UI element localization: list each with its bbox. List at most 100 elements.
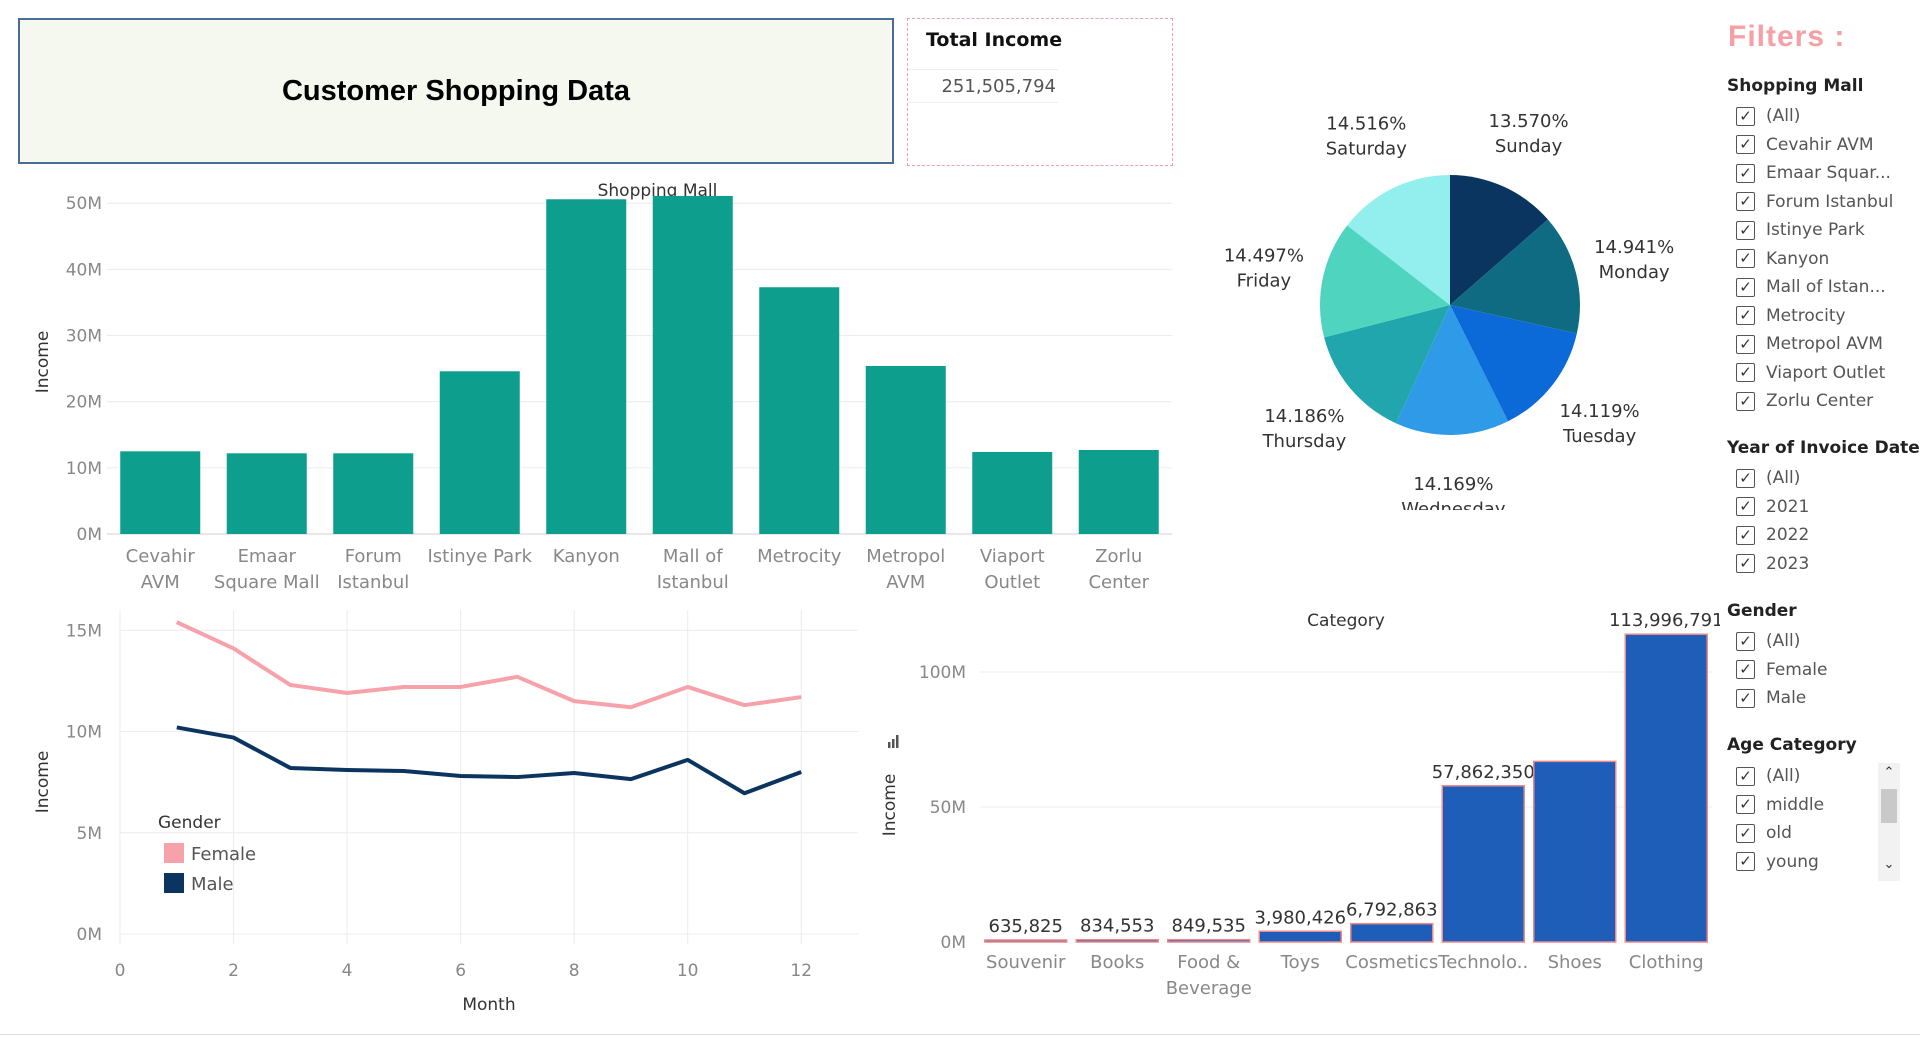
checkbox-checked-icon[interactable]: ✓ bbox=[1736, 192, 1755, 211]
checkbox-checked-icon[interactable]: ✓ bbox=[1736, 468, 1755, 488]
mall-bar bbox=[439, 371, 520, 534]
filter-option[interactable]: ✓ Male bbox=[1736, 685, 1806, 711]
mall-x-tick-label: Emaar bbox=[238, 546, 297, 567]
checkbox-checked-icon[interactable]: ✓ bbox=[1736, 852, 1755, 871]
filter-option[interactable]: ✓ Emaar Squar... bbox=[1736, 160, 1891, 186]
filter-option[interactable]: ✓ Mall of Istan... bbox=[1736, 274, 1886, 300]
category-y-axis-label: Income bbox=[880, 774, 900, 837]
filter-option[interactable]: ✓ Kanyon bbox=[1736, 246, 1829, 272]
pie-slice-label: Tuesday bbox=[1562, 426, 1637, 447]
filter-option[interactable]: ✓ Metropol AVM bbox=[1736, 331, 1883, 357]
pie-slice bbox=[1320, 225, 1450, 338]
filter-option[interactable]: ✓ 2022 bbox=[1736, 522, 1809, 548]
checkbox-checked-icon[interactable]: ✓ bbox=[1736, 823, 1755, 843]
filter-option-label: (All) bbox=[1766, 468, 1801, 488]
category-x-tick-label: Shoes bbox=[1548, 952, 1602, 973]
category-y-tick-label: 50M bbox=[930, 798, 966, 818]
line-x-tick-label: 10 bbox=[677, 961, 699, 981]
mall-x-tick-label: Viaport bbox=[980, 546, 1045, 567]
mall-bar bbox=[865, 365, 946, 534]
line-x-tick-label: 0 bbox=[115, 961, 126, 981]
checkbox-checked-icon[interactable]: ✓ bbox=[1736, 306, 1755, 325]
checkbox-checked-icon[interactable]: ✓ bbox=[1736, 277, 1755, 297]
filter-option[interactable]: ✓ middle bbox=[1736, 792, 1824, 818]
line-x-tick-label: 4 bbox=[342, 961, 353, 981]
filter-heading: Age Category bbox=[1727, 735, 1857, 755]
filter-option-label: 2021 bbox=[1766, 496, 1810, 517]
pie-slice-label: Friday bbox=[1237, 271, 1292, 292]
scroll-up-icon[interactable]: ⌃ bbox=[1883, 765, 1895, 780]
checkbox-checked-icon[interactable]: ✓ bbox=[1736, 525, 1755, 545]
checkbox-checked-icon[interactable]: ✓ bbox=[1736, 249, 1755, 268]
filter-option[interactable]: ✓ Istinye Park bbox=[1736, 217, 1865, 243]
pie-slice bbox=[1450, 175, 1548, 305]
filter-option[interactable]: ✓ old bbox=[1736, 820, 1792, 846]
total-income-card: Total Income 251,505,794 bbox=[907, 18, 1173, 166]
mall-x-tick-label: Istanbul bbox=[337, 572, 409, 593]
checkbox-checked-icon[interactable]: ✓ bbox=[1736, 660, 1755, 679]
category-bar bbox=[1441, 785, 1525, 943]
age-category-scrollbar[interactable]: ⌃ ⌄ bbox=[1878, 763, 1900, 881]
pie-slice-percent: 14.186% bbox=[1264, 406, 1344, 427]
filter-heading: Gender bbox=[1727, 601, 1797, 621]
category-data-label: 57,862,350 bbox=[1432, 762, 1535, 783]
checkbox-checked-icon[interactable]: ✓ bbox=[1736, 391, 1755, 411]
filter-option[interactable]: ✓ Metrocity bbox=[1736, 303, 1846, 329]
scroll-down-icon[interactable]: ⌄ bbox=[1883, 857, 1895, 872]
category-bar bbox=[1350, 922, 1434, 943]
mall-y-tick-label: 50M bbox=[66, 194, 102, 214]
category-bar bbox=[984, 939, 1068, 943]
filter-option[interactable]: ✓ Female bbox=[1736, 657, 1827, 683]
category-x-tick-label: Souvenir bbox=[986, 952, 1066, 973]
mall-y-tick-label: 40M bbox=[66, 260, 102, 280]
mall-x-tick-label: Zorlu bbox=[1095, 546, 1142, 567]
filter-option[interactable]: ✓ 2023 bbox=[1736, 551, 1809, 577]
filter-option-label: Male bbox=[1766, 688, 1807, 708]
mall-x-tick-label: Metrocity bbox=[757, 546, 842, 567]
dashboard-title-box: Customer Shopping Data bbox=[18, 18, 894, 164]
age-category-list[interactable]: ✓ (All) ✓ middle ✓ old ✓ young bbox=[1722, 758, 1897, 885]
checkbox-checked-icon[interactable]: ✓ bbox=[1736, 106, 1755, 126]
category-data-label: 834,553 bbox=[1080, 916, 1154, 937]
mall-bar bbox=[1078, 449, 1159, 534]
checkbox-checked-icon[interactable]: ✓ bbox=[1736, 220, 1755, 240]
checkbox-checked-icon[interactable]: ✓ bbox=[1736, 135, 1755, 154]
pie-slice-label: Saturday bbox=[1326, 138, 1407, 159]
filter-option[interactable]: ✓ Cevahir AVM bbox=[1736, 132, 1874, 158]
category-x-tick-label: Clothing bbox=[1629, 952, 1704, 973]
checkbox-checked-icon[interactable]: ✓ bbox=[1736, 688, 1755, 708]
filter-option-label: old bbox=[1766, 823, 1792, 843]
checkbox-checked-icon[interactable]: ✓ bbox=[1736, 363, 1755, 382]
line-x-tick-label: 12 bbox=[790, 961, 812, 981]
filter-option[interactable]: ✓ 2021 bbox=[1736, 494, 1809, 520]
filter-option[interactable]: ✓ (All) bbox=[1736, 628, 1800, 654]
filter-heading: Shopping Mall bbox=[1727, 76, 1864, 96]
mall-x-tick-label: AVM bbox=[141, 572, 180, 593]
category-x-tick-label: Toys bbox=[1280, 952, 1320, 973]
checkbox-checked-icon[interactable]: ✓ bbox=[1736, 163, 1755, 183]
filter-option-label: Emaar Squar... bbox=[1766, 163, 1891, 183]
filter-option[interactable]: ✓ Viaport Outlet bbox=[1736, 360, 1885, 386]
checkbox-checked-icon[interactable]: ✓ bbox=[1736, 766, 1755, 786]
mall-bar bbox=[333, 453, 414, 534]
filter-option[interactable]: ✓ Forum Istanbul bbox=[1736, 189, 1893, 215]
filter-option[interactable]: ✓ (All) bbox=[1736, 763, 1800, 789]
filter-option[interactable]: ✓ Zorlu Center bbox=[1736, 388, 1873, 414]
filter-option-label: Kanyon bbox=[1766, 248, 1830, 269]
mall-x-tick-label: Mall of bbox=[663, 546, 723, 567]
pie-slice-percent: 14.516% bbox=[1326, 113, 1406, 134]
pie-slice bbox=[1450, 305, 1577, 422]
filter-option[interactable]: ✓ (All) bbox=[1736, 103, 1800, 129]
checkbox-checked-icon[interactable]: ✓ bbox=[1736, 554, 1755, 573]
bottom-divider bbox=[0, 1034, 1920, 1035]
checkbox-checked-icon[interactable]: ✓ bbox=[1736, 334, 1755, 354]
line-x-tick-label: 2 bbox=[228, 961, 239, 981]
filter-option[interactable]: ✓ young bbox=[1736, 849, 1819, 875]
filter-option[interactable]: ✓ (All) bbox=[1736, 465, 1800, 491]
checkbox-checked-icon[interactable]: ✓ bbox=[1736, 795, 1755, 814]
checkbox-checked-icon[interactable]: ✓ bbox=[1736, 497, 1755, 516]
pie-slice-label: Thursday bbox=[1262, 431, 1347, 452]
pie-slice-percent: 13.570% bbox=[1489, 111, 1569, 132]
checkbox-checked-icon[interactable]: ✓ bbox=[1736, 631, 1755, 651]
scrollbar-thumb[interactable] bbox=[1881, 789, 1897, 823]
